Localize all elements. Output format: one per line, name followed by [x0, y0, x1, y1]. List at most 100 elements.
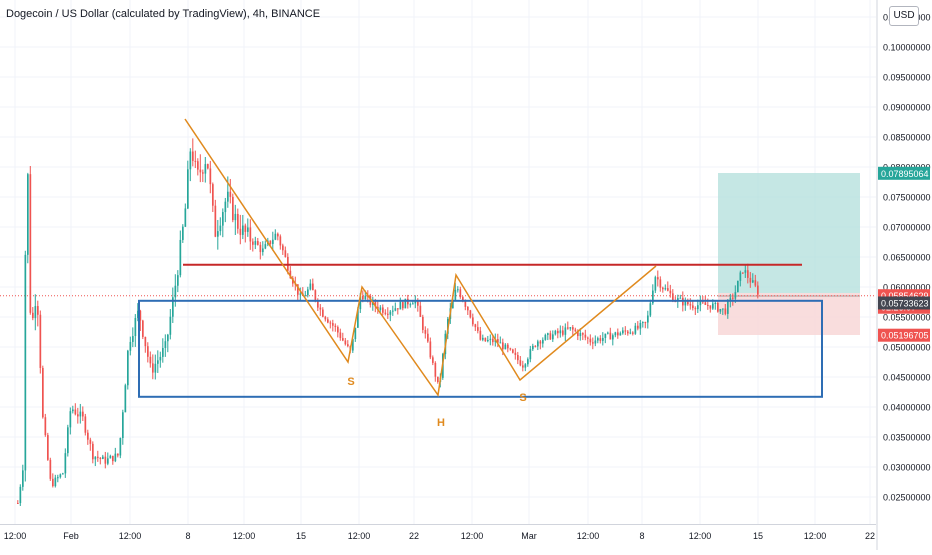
candle-body [557, 330, 559, 334]
price-label-bg [878, 166, 930, 180]
x-tick-label: 8 [639, 531, 644, 541]
candle-body [679, 297, 682, 299]
candle-body [332, 323, 334, 326]
candle-body [382, 307, 384, 313]
candle-body [37, 306, 39, 315]
candle-body [559, 330, 562, 334]
candle-body [517, 355, 519, 361]
candle-body [342, 338, 344, 341]
candle-body [244, 225, 247, 232]
candle-body [47, 435, 49, 460]
price-label-text: 0.05854629 [881, 291, 929, 301]
candle-body [234, 213, 237, 221]
y-tick-label: 0.05000000 [883, 343, 931, 353]
candle-body [164, 341, 167, 348]
candle-body [509, 348, 512, 350]
candle-body [432, 357, 434, 363]
candle-body [647, 315, 649, 323]
candle-body [174, 285, 177, 298]
candle-body [232, 196, 234, 221]
candle-body [219, 225, 222, 232]
candle-body [584, 334, 587, 338]
candle-body [627, 331, 629, 334]
candle-body [249, 227, 252, 242]
candle-body [222, 212, 224, 226]
candle-body [97, 456, 99, 458]
candle-body [239, 228, 242, 235]
candle-body [479, 330, 482, 340]
pattern-label: S [519, 392, 526, 404]
candle-body [149, 356, 152, 364]
x-tick-label: Feb [63, 531, 79, 541]
chart-title: Dogecoin / US Dollar (calculated by Trad… [6, 8, 321, 20]
candle-body [607, 332, 609, 334]
candle-body [579, 333, 582, 337]
candle-body [692, 305, 694, 309]
candle-body [524, 364, 527, 368]
candle-body [754, 280, 757, 286]
candle-body [472, 317, 474, 325]
candle-body [79, 411, 82, 417]
candle-body [217, 231, 219, 237]
candle-body [652, 290, 654, 304]
candle-body [279, 236, 282, 246]
candle-body [49, 459, 52, 479]
candle-body [402, 302, 404, 309]
candle-body [197, 161, 199, 170]
candle-body [567, 327, 569, 329]
candle-body [624, 330, 627, 332]
y-tick-label: 0.09500000 [883, 73, 931, 83]
candle-body [347, 344, 349, 347]
candle-body [757, 285, 759, 295]
candle-body [582, 333, 584, 335]
candle-body [262, 248, 264, 253]
price-label-bg [878, 328, 930, 342]
candle-body [569, 327, 572, 329]
candle-body [227, 191, 229, 202]
candle-body [659, 279, 662, 288]
candle-body [702, 301, 704, 303]
candle-body [464, 301, 467, 307]
candle-body [134, 318, 137, 337]
candle-body [24, 254, 27, 471]
candle-body [387, 313, 389, 315]
candle-body [67, 427, 69, 454]
candle-body [434, 362, 437, 377]
candle-body [499, 342, 502, 344]
pattern-label: H [437, 417, 445, 429]
candle-body [592, 342, 594, 344]
candle-body [109, 455, 112, 459]
candle-body [122, 412, 124, 439]
candle-body [167, 334, 169, 342]
candle-body [352, 339, 354, 351]
candle-body [697, 305, 699, 310]
candle-body [69, 411, 72, 428]
y-tick-label: 0.07000000 [883, 223, 931, 233]
candle-body [319, 307, 322, 310]
candle-body [57, 477, 59, 479]
candle-body [54, 477, 57, 487]
candle-body [747, 270, 749, 278]
candle-body [359, 296, 362, 310]
candle-body [139, 310, 142, 321]
candle-body [324, 316, 327, 320]
candle-body [717, 302, 719, 312]
candle-body [187, 169, 189, 209]
candle-body [672, 293, 674, 302]
candle-body [27, 174, 29, 255]
candle-body [404, 298, 407, 309]
candle-body [662, 287, 664, 290]
candle-body [147, 346, 149, 357]
candle-body [184, 208, 187, 227]
currency-button[interactable]: USD [889, 6, 919, 26]
x-tick-label: 8 [185, 531, 190, 541]
candle-body [307, 289, 309, 296]
candle-body [527, 359, 529, 365]
candle-body [334, 325, 337, 328]
candle-body [712, 303, 714, 309]
candle-body [429, 341, 432, 358]
candle-body [577, 331, 579, 337]
candle-body [502, 342, 504, 350]
